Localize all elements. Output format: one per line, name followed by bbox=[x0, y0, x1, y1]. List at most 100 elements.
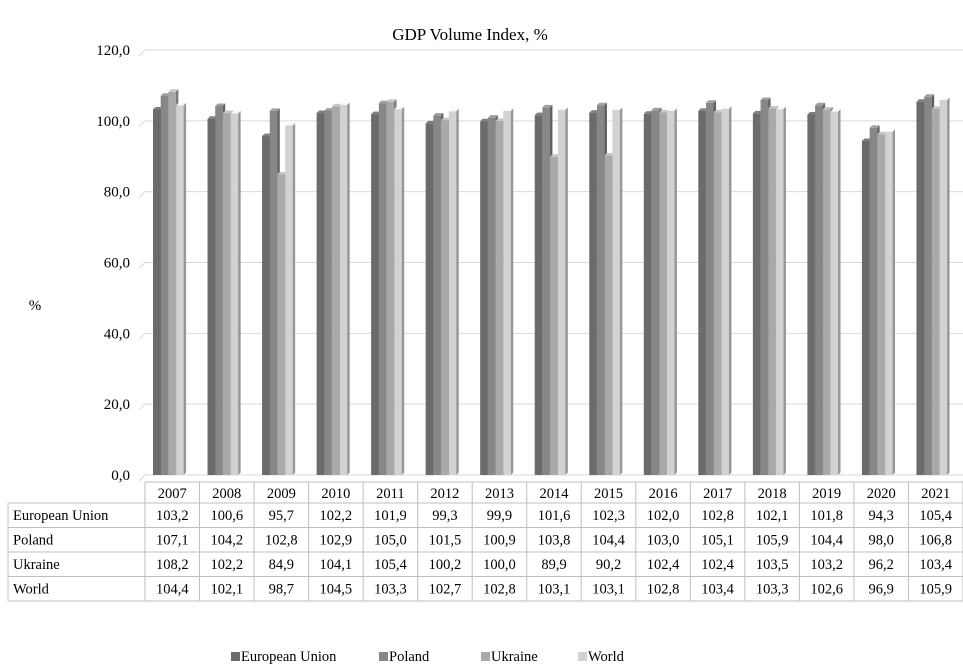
legend-swatch bbox=[578, 652, 587, 661]
bar-top bbox=[589, 110, 600, 113]
bar-front bbox=[285, 125, 293, 475]
bar-front bbox=[651, 110, 659, 475]
x-tick-label: 2015 bbox=[594, 486, 623, 502]
legend-swatch bbox=[231, 652, 240, 661]
legend-swatch bbox=[481, 652, 490, 661]
bar-front bbox=[916, 101, 924, 475]
bar-top bbox=[916, 99, 927, 102]
table-cell: 104,4 bbox=[156, 582, 189, 598]
table-cell: 104,1 bbox=[320, 557, 353, 573]
bar-top bbox=[480, 118, 491, 122]
table-row-label: Poland bbox=[13, 533, 54, 549]
bar-front bbox=[869, 127, 878, 476]
bar-top bbox=[215, 103, 226, 106]
table-cell: 90,2 bbox=[596, 557, 621, 573]
bar-front bbox=[596, 105, 605, 475]
bar-top bbox=[448, 108, 459, 112]
bar-front bbox=[215, 105, 223, 475]
bar-front bbox=[262, 136, 270, 475]
bar-front bbox=[534, 115, 543, 476]
bar-side bbox=[292, 122, 296, 475]
bar-top bbox=[394, 106, 405, 110]
bar-side bbox=[892, 129, 896, 475]
bar-side bbox=[838, 109, 841, 475]
table-cell: 105,9 bbox=[919, 582, 952, 598]
table-cell: 102,7 bbox=[429, 582, 462, 598]
bar-top bbox=[721, 106, 732, 109]
table-cell: 101,6 bbox=[538, 508, 571, 524]
y-tick-label: 80,0 bbox=[104, 185, 130, 201]
legend-label: Ukraine bbox=[491, 649, 538, 665]
bar-front bbox=[931, 108, 940, 476]
bar-top bbox=[230, 110, 241, 114]
bar-top bbox=[168, 89, 179, 92]
table-cell: 102,4 bbox=[701, 557, 734, 573]
bar-front bbox=[433, 115, 441, 475]
bar-top bbox=[262, 133, 273, 137]
legend-item: Ukraine bbox=[481, 649, 538, 665]
x-tick-label: 2017 bbox=[703, 486, 732, 502]
legend-swatch bbox=[379, 652, 388, 661]
bar-front bbox=[557, 109, 566, 476]
bar-top bbox=[160, 93, 171, 96]
bar-side bbox=[619, 107, 623, 476]
bar-front bbox=[815, 105, 823, 475]
table-cell: 100,6 bbox=[210, 508, 243, 524]
bar-side bbox=[728, 106, 732, 476]
table-cell: 105,1 bbox=[701, 533, 734, 549]
table-cell: 102,8 bbox=[265, 533, 298, 549]
bar-top bbox=[815, 102, 826, 106]
table-row-label: Ukraine bbox=[13, 557, 60, 573]
bar-front bbox=[332, 106, 340, 475]
table-cell: 106,8 bbox=[919, 533, 952, 549]
bar-front bbox=[807, 114, 815, 475]
bar-top bbox=[495, 118, 506, 121]
y-tick-label: 60,0 bbox=[104, 256, 130, 272]
table-cell: 101,9 bbox=[374, 508, 407, 524]
bar-front bbox=[425, 123, 434, 475]
bar-front bbox=[269, 110, 278, 476]
table-cell: 102,2 bbox=[210, 557, 243, 573]
bar-side bbox=[401, 106, 405, 475]
bar-top bbox=[861, 138, 872, 142]
bar-top bbox=[534, 112, 545, 116]
bar-side bbox=[347, 102, 350, 475]
bar-front bbox=[176, 105, 184, 475]
table-cell: 98,7 bbox=[269, 582, 294, 598]
table-cell: 98,0 bbox=[869, 533, 894, 549]
bar-front bbox=[230, 113, 239, 475]
bar-front bbox=[324, 110, 332, 475]
table-cell: 102,1 bbox=[210, 582, 243, 598]
bar-top bbox=[651, 107, 662, 111]
bar-top bbox=[698, 108, 709, 111]
gridline bbox=[138, 332, 963, 340]
bar bbox=[394, 106, 405, 475]
legend: European Union Poland Ukraine World bbox=[231, 649, 625, 665]
table-cell: 102,8 bbox=[483, 582, 516, 598]
table-cell: 102,8 bbox=[701, 508, 734, 524]
bar-side bbox=[565, 107, 568, 476]
x-tick-label: 2014 bbox=[540, 486, 570, 502]
bar-top bbox=[706, 100, 717, 103]
table-cell: 84,9 bbox=[269, 557, 294, 573]
gridline bbox=[138, 191, 963, 199]
table-cell: 101,8 bbox=[810, 508, 843, 524]
bar-front bbox=[550, 156, 558, 475]
bar-top bbox=[659, 109, 670, 113]
table-cell: 103,3 bbox=[374, 582, 407, 598]
y-tick-label: 20,0 bbox=[104, 397, 130, 413]
bar-top bbox=[939, 97, 950, 100]
bar-front bbox=[822, 109, 831, 475]
bar-front bbox=[277, 174, 285, 475]
bar-top bbox=[503, 108, 514, 111]
bar-front bbox=[768, 108, 776, 475]
bar-front bbox=[339, 104, 348, 475]
bar-front bbox=[643, 113, 652, 475]
bar-top bbox=[386, 99, 397, 102]
table-cell: 96,9 bbox=[869, 582, 894, 598]
bar-front bbox=[160, 95, 169, 475]
table-cell: 102,1 bbox=[756, 508, 789, 524]
bar-side bbox=[238, 110, 241, 475]
bar-side bbox=[183, 102, 187, 475]
table-cell: 102,0 bbox=[647, 508, 680, 524]
